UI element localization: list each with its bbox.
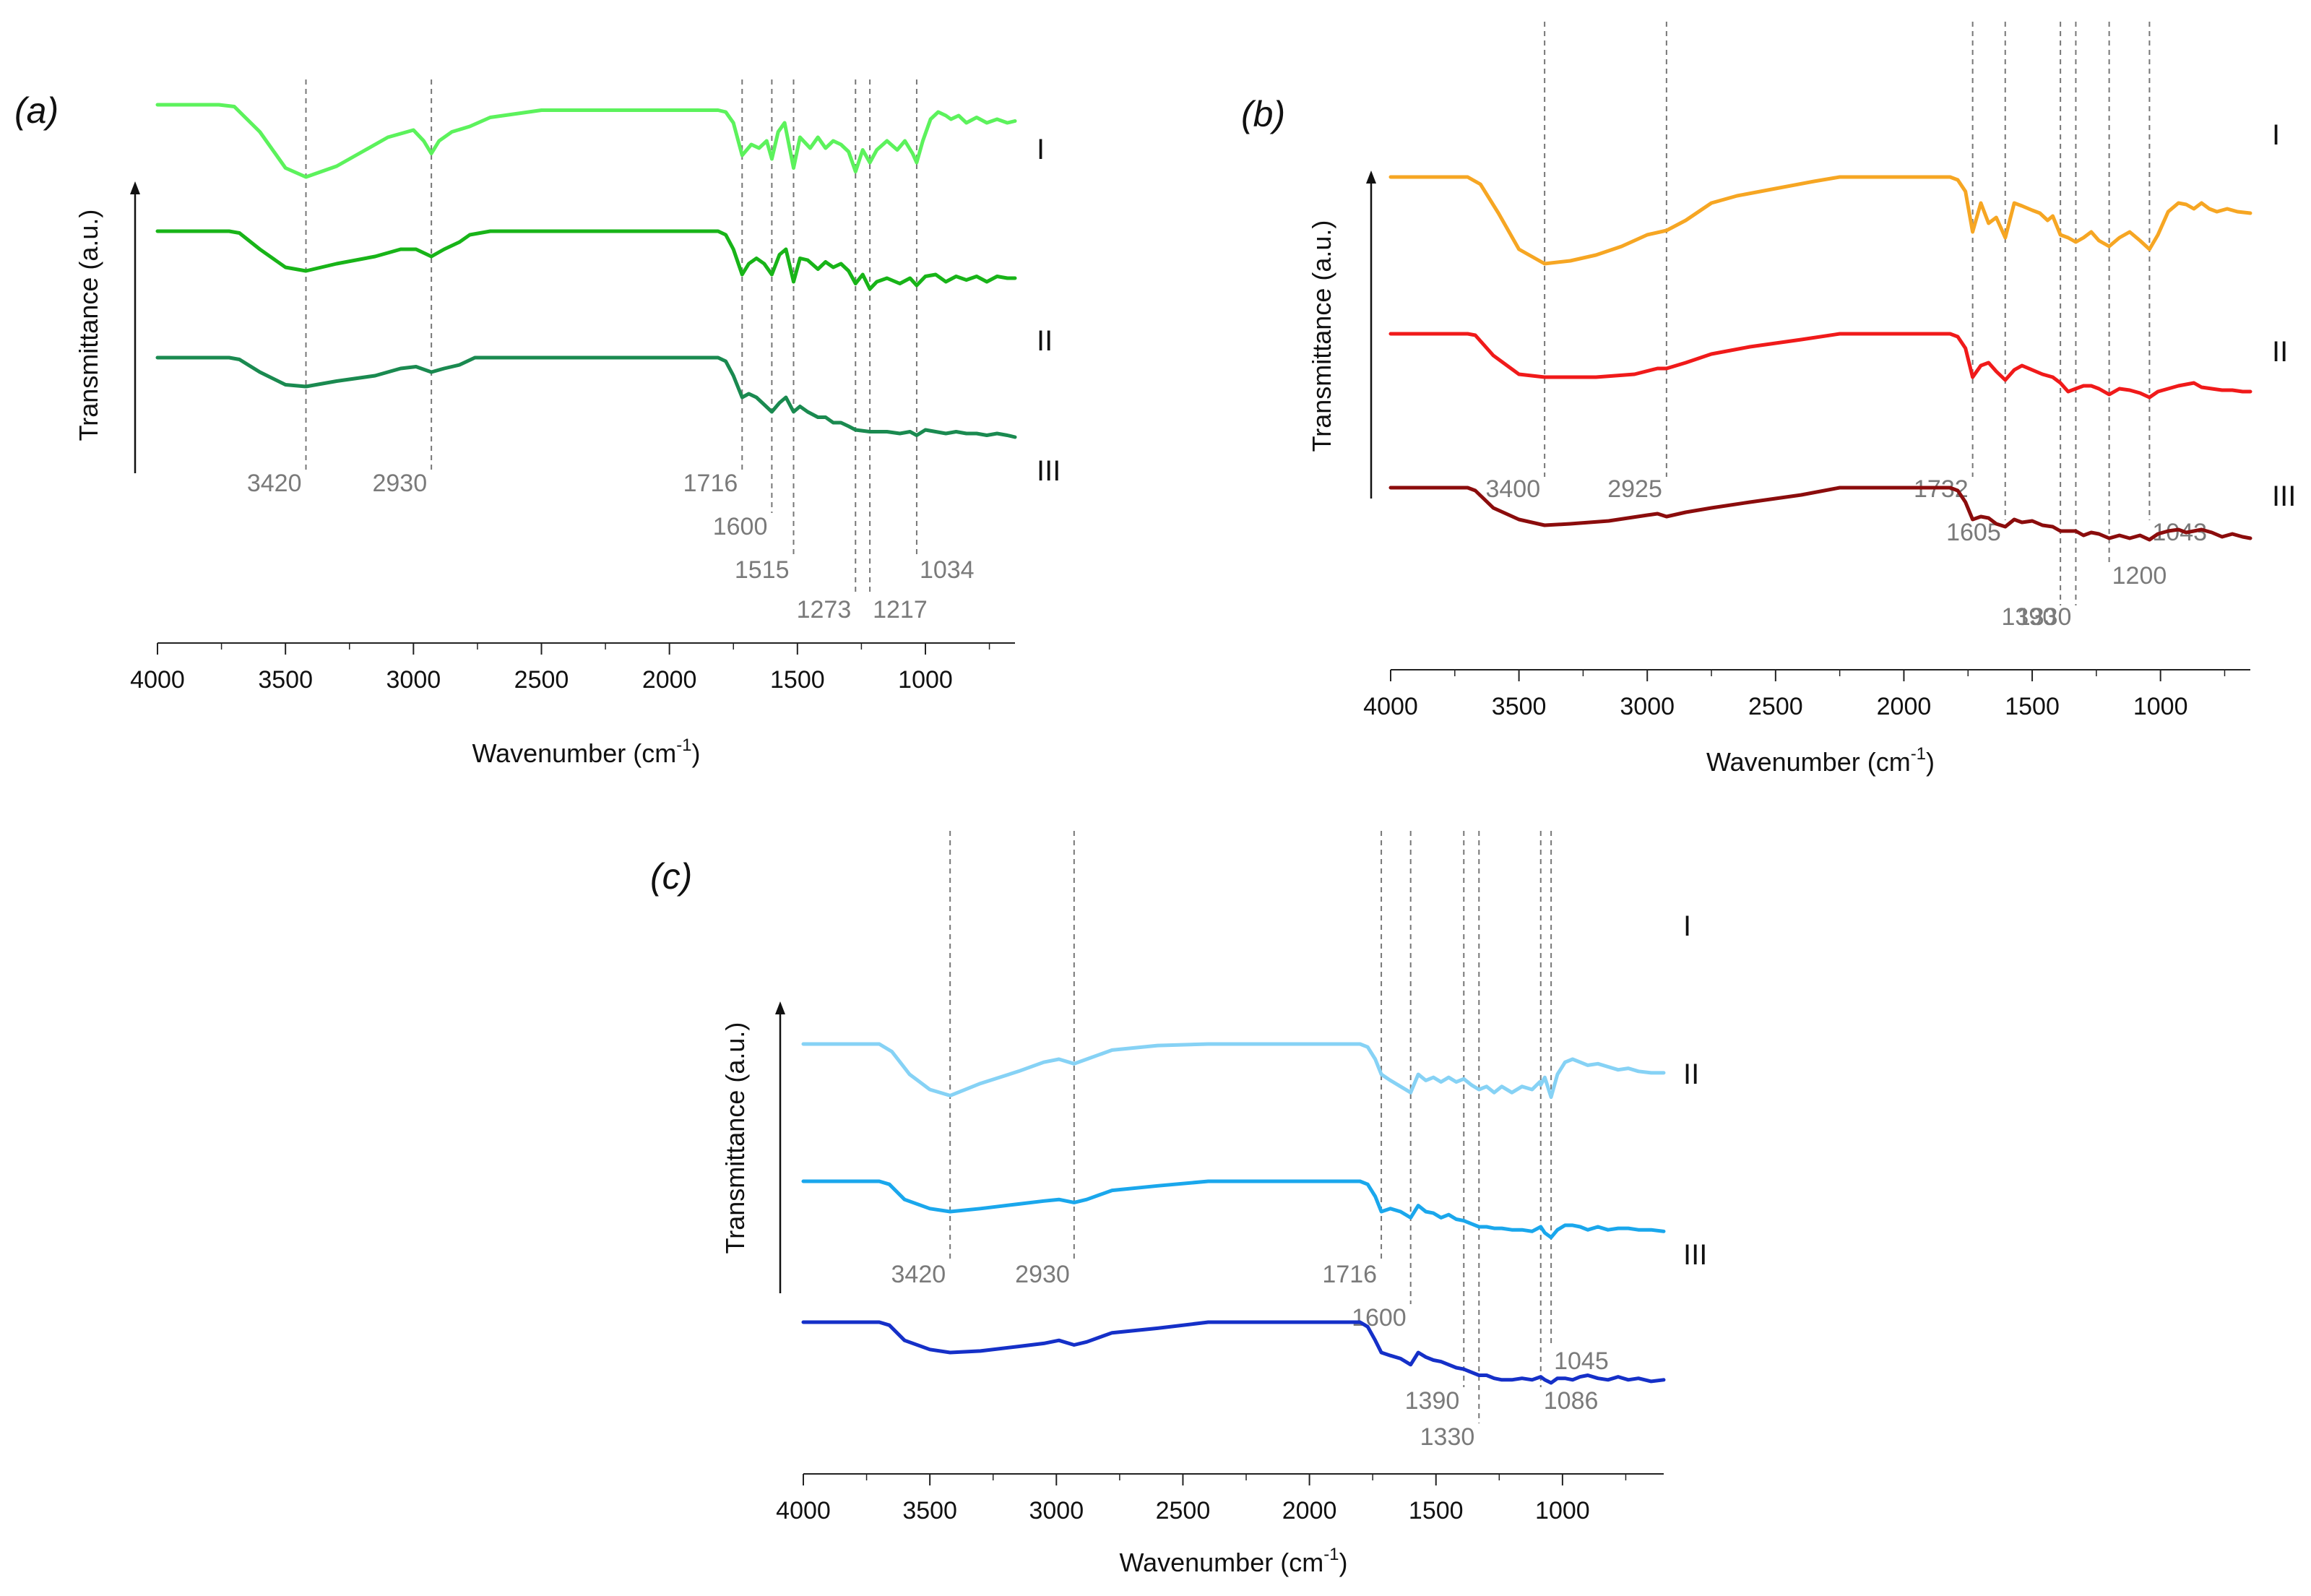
series-label: III: [1683, 1239, 1707, 1271]
x-tick-label: 3500: [258, 666, 313, 694]
peak-label: 1390: [1405, 1387, 1460, 1415]
x-axis-title: Wavenumber (cm-1): [1119, 1545, 1347, 1577]
x-axis-title: Wavenumber (cm-1): [1706, 744, 1935, 777]
peak-label: 2925: [1607, 475, 1662, 503]
x-tick-label: 3000: [386, 666, 441, 694]
y-axis-arrowhead: [775, 1001, 785, 1014]
x-tick-label: 2500: [1156, 1497, 1211, 1524]
x-tick-label: 4000: [1363, 693, 1418, 720]
x-tick-label: 3500: [1492, 693, 1547, 720]
chart-panel-1: 4000 3500 3000 2500 2000 1500 1000 Wavenumber (…: [14, 79, 1061, 768]
panel-label: (b): [1241, 94, 1285, 134]
series-line-I: [1388, 175, 2252, 266]
x-axis-title-main: Wavenumber (cm: [1119, 1548, 1323, 1577]
series-label: II: [2272, 336, 2288, 368]
x-tick-label: 3000: [1620, 693, 1675, 720]
peak-label: 2930: [372, 470, 427, 497]
peak-label: 1515: [735, 556, 790, 584]
peak-label: 1330: [2017, 603, 2072, 631]
chart-panel-2: 4000 3500 3000 2500 2000 1500 1000 Wavenumber (…: [1241, 22, 2296, 777]
peak-label: 3420: [891, 1261, 946, 1288]
x-tick-label: 4000: [776, 1497, 831, 1524]
series-label: II: [1683, 1058, 1699, 1090]
peak-label: 3420: [247, 470, 302, 497]
series-label: I: [1037, 134, 1045, 165]
x-tick-label: 2000: [1282, 1497, 1337, 1524]
series-line-I: [155, 103, 1017, 179]
y-axis-arrowhead: [130, 181, 140, 194]
x-tick-label: 3500: [902, 1497, 957, 1524]
x-axis-title-sup: -1: [1323, 1545, 1339, 1564]
x-tick-label: 1500: [2005, 693, 2060, 720]
peak-label: 1600: [1352, 1304, 1407, 1332]
x-axis-title-main: Wavenumber (cm: [1706, 747, 1911, 777]
x-tick-label: 1000: [2133, 693, 2188, 720]
peak-label: 1034: [920, 556, 975, 584]
series-label: III: [2272, 480, 2296, 512]
x-axis-title-close: ): [692, 738, 701, 768]
panel-label: (c): [650, 856, 692, 897]
x-tick-label: 3000: [1029, 1497, 1084, 1524]
x-tick-label: 2000: [642, 666, 697, 694]
series-line-III: [1388, 486, 2252, 542]
peak-label: 1200: [2112, 562, 2167, 590]
x-axis-title-main: Wavenumber (cm: [472, 738, 676, 768]
y-axis-arrowhead: [1366, 171, 1376, 184]
peak-label: 1273: [797, 596, 852, 624]
peak-label: 1330: [1420, 1423, 1475, 1451]
x-axis-title: Wavenumber (cm-1): [472, 736, 700, 768]
x-tick-label: 2000: [1877, 693, 1932, 720]
x-tick-label: 1000: [1535, 1497, 1590, 1524]
y-axis-title: Transmittance (a.u.): [74, 210, 103, 441]
peak-label: 1716: [683, 470, 738, 497]
x-axis-title-sup: -1: [1911, 744, 1926, 764]
x-tick-label: 2500: [514, 666, 569, 694]
series-line-II: [155, 229, 1017, 291]
peak-label: 1390: [2001, 603, 2056, 631]
peak-label: 1217: [873, 596, 928, 624]
x-tick-label: 1500: [770, 666, 825, 694]
series-label: I: [1683, 910, 1691, 942]
series-label: II: [1037, 325, 1053, 357]
peak-label: 1600: [713, 513, 768, 540]
series-line-II: [801, 1179, 1666, 1240]
x-axis-title-close: ): [1926, 747, 1935, 777]
series-line-III: [801, 1320, 1666, 1385]
x-tick-label: 1000: [898, 666, 953, 694]
x-tick-label: 4000: [130, 666, 185, 694]
peak-label: 1086: [1544, 1387, 1599, 1415]
series-line-II: [1388, 332, 2252, 400]
series-line-I: [801, 1042, 1666, 1099]
x-axis-title-close: ): [1339, 1548, 1348, 1577]
y-axis-title: Transmittance (a.u.): [720, 1022, 750, 1254]
chart-panel-3: 4000 3500 3000 2500 2000 1500 1000 Wavenumber (…: [650, 831, 1707, 1577]
x-tick-label: 1500: [1409, 1497, 1464, 1524]
series-label: III: [1037, 455, 1061, 487]
peak-label: 1045: [1554, 1347, 1609, 1375]
series-line-III: [155, 355, 1017, 439]
peak-label: 3400: [1485, 475, 1540, 503]
panel-label: (a): [14, 90, 59, 131]
x-tick-label: 2500: [1748, 693, 1803, 720]
y-axis-title: Transmittance (a.u.): [1307, 220, 1336, 452]
series-label: I: [2272, 119, 2280, 151]
peak-label: 2930: [1015, 1261, 1070, 1288]
x-axis-title-sup: -1: [676, 736, 691, 755]
peak-label: 1716: [1322, 1261, 1377, 1288]
peak-label: 1605: [1946, 519, 2001, 546]
